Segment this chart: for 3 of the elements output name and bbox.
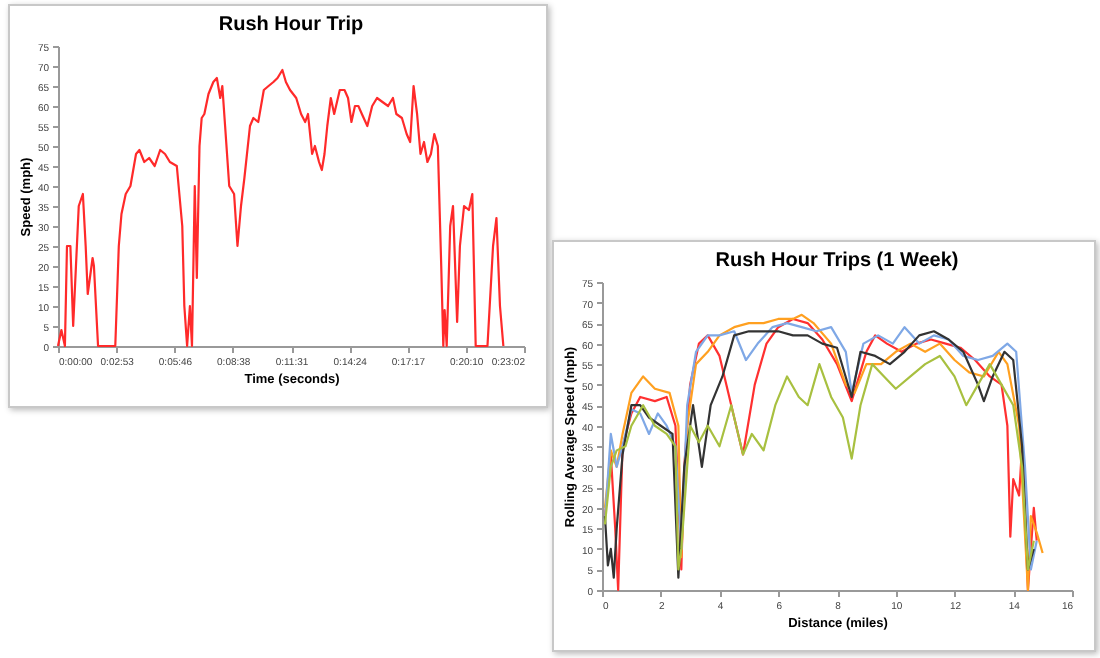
chart-title: Rush Hour Trips (1 Week) [715,250,959,272]
chart-title: Rush Hour Trip [218,14,364,36]
line-series [56,68,505,348]
